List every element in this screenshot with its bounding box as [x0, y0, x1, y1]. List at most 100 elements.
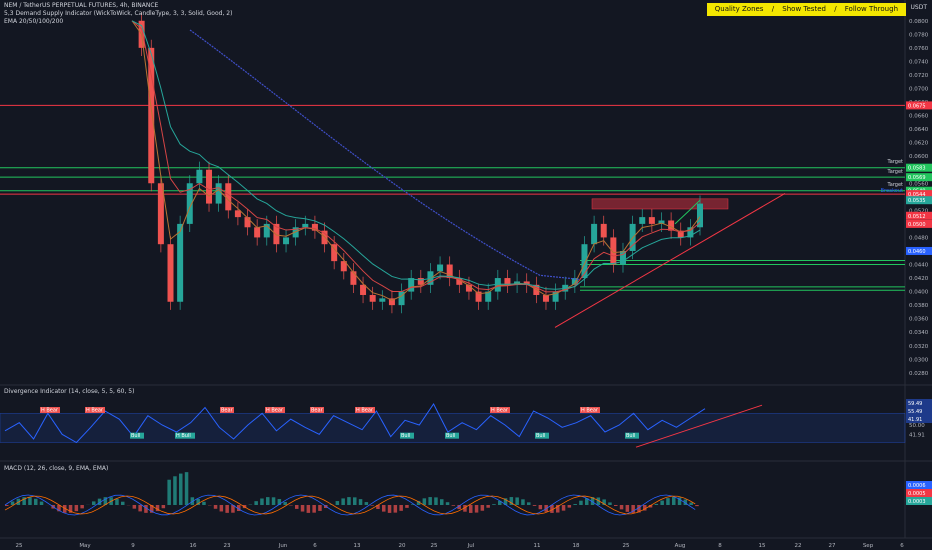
x-tick-label: 23 — [224, 543, 231, 549]
macd-histogram-bar — [179, 473, 183, 505]
macd-histogram-bar — [231, 505, 235, 513]
macd-histogram-bar — [376, 505, 380, 510]
macd-histogram-bar — [683, 499, 688, 505]
candle-body — [610, 237, 617, 265]
candle-body — [542, 294, 549, 302]
macd-histogram-bar — [295, 505, 299, 509]
macd-histogram-bar — [561, 505, 566, 511]
divergence-indicator-label[interactable]: Divergence Indicator (14, close, 5, 5, 6… — [4, 388, 135, 395]
candle-body — [311, 223, 318, 231]
rsi-y-tick: 41.91 — [909, 432, 925, 438]
macd-histogram-bar — [28, 497, 32, 505]
macd-histogram-bar — [173, 476, 177, 505]
candle-body — [302, 223, 309, 228]
macd-histogram-bar — [527, 502, 531, 505]
macd-histogram-bar — [68, 505, 73, 513]
divergence-marker-label: H Bear — [491, 408, 509, 414]
macd-histogram-bar — [515, 497, 519, 505]
candle-body — [273, 223, 280, 245]
macd-value-bg — [906, 489, 932, 497]
macd-indicator-label[interactable]: MACD (12, 26, close, 9, EMA, EMA) — [4, 465, 109, 472]
macd-histogram-bar — [451, 505, 456, 506]
price-label: 0.0569 — [908, 175, 926, 181]
macd-histogram-bar — [503, 498, 508, 505]
macd-histogram-bar — [538, 505, 543, 510]
symbol-title[interactable]: NEM / TetherUS PERPETUAL FUTURES, 4h, BI… — [4, 2, 159, 9]
divergence-marker-label: H Bear — [266, 408, 284, 414]
quality-zones-banner[interactable]: Quality Zones / Show Tested / Follow Thr… — [706, 3, 906, 16]
macd-histogram-bar — [97, 498, 102, 505]
macd-histogram-bar — [318, 505, 322, 511]
rsi-value-bg — [906, 399, 932, 407]
x-tick-label: 8 — [718, 543, 722, 549]
macd-histogram-bar — [660, 500, 664, 505]
price-label: 0.0535 — [908, 198, 926, 204]
macd-histogram-bar — [74, 505, 79, 512]
macd-histogram-bar — [492, 504, 496, 505]
macd-histogram-bar — [277, 499, 282, 505]
macd-histogram-bar — [364, 502, 369, 505]
macd-histogram-bar — [312, 505, 316, 513]
macd-histogram-bar — [567, 505, 572, 508]
candle-body — [619, 250, 626, 265]
candle-body — [283, 237, 290, 245]
ema-indicator-label[interactable]: EMA 20/50/100/200 — [4, 18, 64, 25]
price-label: 0.0544 — [908, 192, 926, 198]
macd-histogram-bar — [80, 505, 84, 509]
candle-body — [658, 220, 665, 224]
x-tick-label: 22 — [795, 543, 802, 549]
separator: / — [834, 5, 837, 13]
macd-histogram-bar — [34, 498, 38, 505]
macd-histogram-bar — [225, 505, 229, 513]
y-tick-label: 0.0760 — [909, 46, 929, 52]
price-label: 0.0500 — [908, 222, 926, 228]
currency-label: USDT — [910, 4, 928, 11]
macd-histogram-bar — [167, 479, 171, 505]
macd-histogram-bar — [619, 505, 624, 510]
rsi-value-bg — [906, 407, 932, 415]
show-tested-label: Show Tested — [782, 5, 826, 13]
macd-histogram-bar — [596, 497, 601, 505]
signal-line — [4, 495, 696, 515]
macd-histogram-bar — [422, 498, 427, 505]
macd-histogram-bar — [463, 505, 467, 512]
divergence-marker — [355, 407, 375, 413]
divergence-marker-label: Bull — [131, 433, 140, 439]
macd-histogram-bar — [648, 505, 653, 508]
x-tick-label: 25 — [431, 543, 438, 549]
x-tick-label: Sep — [863, 543, 874, 549]
divergence-marker-label: H Bear — [86, 408, 104, 414]
x-tick-label: 25 — [623, 543, 630, 549]
candle-body — [639, 217, 646, 224]
macd-histogram-bar — [480, 505, 485, 511]
y-tick-label: 0.0600 — [909, 154, 929, 160]
x-tick-label: 11 — [534, 543, 541, 549]
macd-histogram-bar — [161, 505, 166, 509]
ema20-line — [131, 20, 701, 301]
y-tick-label: 0.0640 — [909, 127, 929, 133]
divergence-marker — [265, 407, 285, 413]
macd-histogram-bar — [509, 497, 514, 505]
candle-body — [244, 217, 251, 228]
x-tick-label: 6 — [900, 543, 904, 549]
macd-histogram-bar — [556, 505, 560, 513]
macd-histogram-bar — [590, 497, 595, 505]
price-label-bg — [906, 163, 932, 172]
candle-body — [369, 294, 376, 302]
candle-body — [600, 223, 607, 238]
trend-line — [554, 192, 786, 328]
price-label: 0.0460 — [908, 249, 926, 255]
divergence-marker-label: Bull — [626, 433, 635, 439]
candle-body — [225, 183, 232, 211]
macd-histogram-bar — [677, 497, 682, 505]
macd-histogram-bar — [155, 505, 160, 512]
macd-histogram-bar — [92, 501, 96, 505]
divergence-marker-label: H Bear — [581, 408, 599, 414]
y-tick-label: 0.0320 — [909, 344, 929, 350]
macd-histogram-bar — [237, 505, 241, 512]
divergence-marker — [220, 407, 234, 413]
demand-supply-indicator-label[interactable]: 5,3 Demand Supply Indicator (WickToWick,… — [4, 10, 233, 17]
rsi-y-tick: 50.00 — [909, 423, 925, 429]
macd-histogram-bar — [370, 505, 374, 506]
